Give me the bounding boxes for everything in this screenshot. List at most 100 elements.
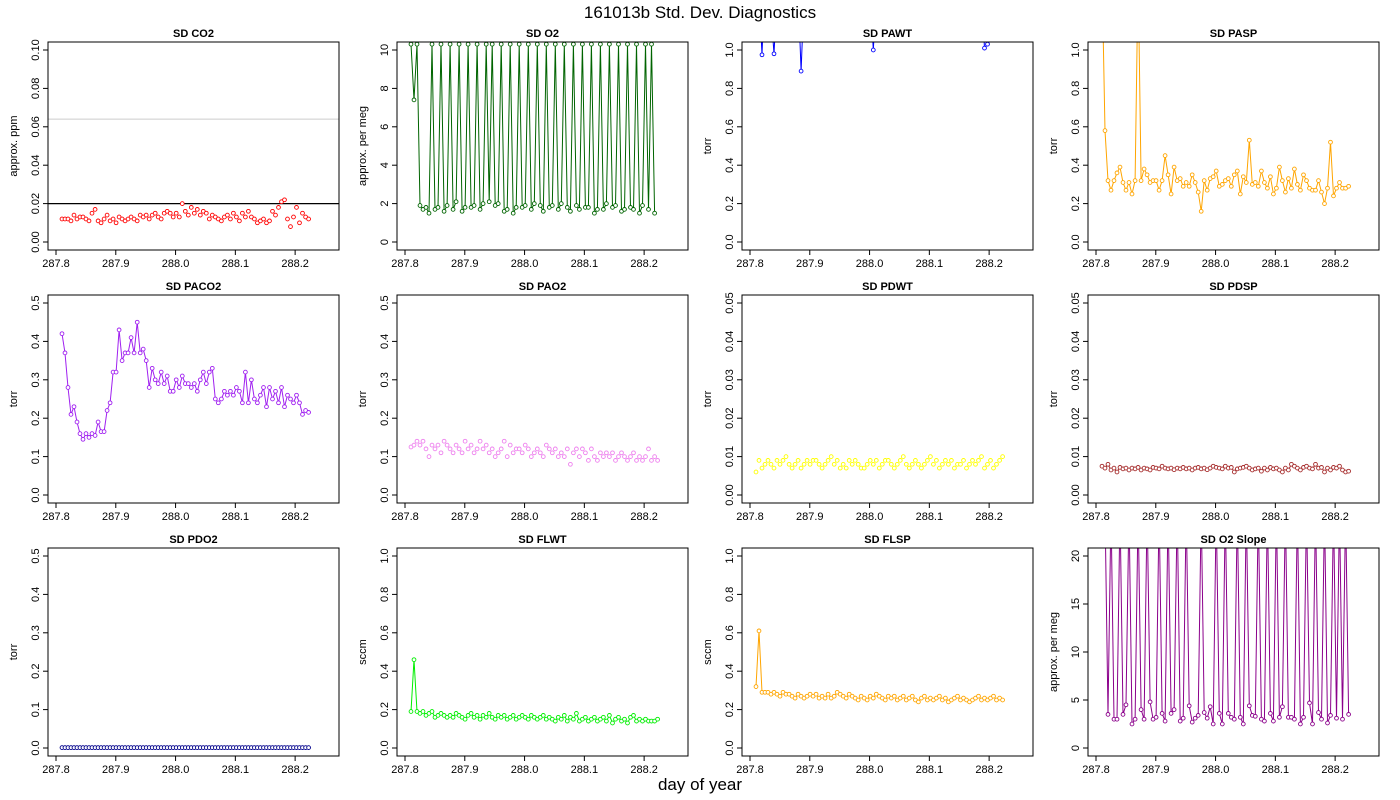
data-point (273, 212, 278, 218)
data-point (1296, 506, 1300, 510)
y-tick-label: 0.8 (379, 587, 391, 602)
panel-title: SD O2 (526, 28, 559, 40)
chart-panel-12: SD O2 Slope approx. per meg 287.8 287.9 288.… (1048, 506, 1380, 776)
data-point (1108, 187, 1114, 193)
data-point (1135, 465, 1141, 470)
data-point (1295, 182, 1300, 187)
data-point (525, 716, 531, 722)
data-point (128, 335, 134, 340)
data-point (134, 319, 140, 325)
y-tick-label: 0.1 (30, 702, 42, 717)
x-tick-label: 287.9 (102, 511, 130, 523)
data-point (101, 216, 107, 222)
data-point (528, 207, 534, 212)
data-point (1228, 465, 1234, 470)
data-point (1284, 506, 1288, 510)
data-point (237, 388, 242, 394)
data-point (1313, 187, 1318, 193)
data-point (991, 693, 996, 699)
data-point (922, 461, 927, 467)
data-point (1255, 183, 1261, 189)
data-point (625, 720, 630, 726)
data-point (240, 400, 245, 406)
data-point (1153, 714, 1159, 720)
data-point (580, 446, 585, 452)
data-point (1277, 164, 1282, 170)
data-point (152, 210, 158, 216)
data-point (411, 657, 417, 663)
data-point (1201, 178, 1207, 183)
plot-area (753, 628, 1005, 705)
data-point (574, 711, 579, 716)
plot-frame (1087, 41, 1380, 251)
x-tick-label: 288.2 (1321, 258, 1349, 270)
y-axis-label: torr (8, 390, 20, 407)
series-line (410, 659, 658, 724)
data-point (531, 450, 537, 456)
data-point (285, 392, 290, 398)
y-tick-label: 0.3 (379, 372, 391, 387)
data-point (495, 450, 501, 456)
data-point (1344, 506, 1348, 510)
data-point (607, 454, 612, 459)
data-point (447, 42, 453, 47)
data-point (528, 454, 534, 459)
data-point (1277, 714, 1282, 720)
y-tick-label: 0.00 (1070, 484, 1082, 505)
data-point (646, 207, 651, 212)
y-tick-label: 0.2 (30, 411, 42, 426)
data-point (1334, 185, 1339, 191)
data-point (152, 377, 158, 383)
x-tick-label: 288.2 (975, 511, 1003, 523)
data-point (1157, 506, 1161, 510)
data-point (1237, 714, 1243, 720)
data-point (768, 461, 774, 467)
data-point (574, 446, 579, 452)
data-point (577, 207, 582, 212)
y-tick-label: 10 (1070, 646, 1082, 658)
data-point (1234, 168, 1240, 174)
data-point (909, 693, 915, 699)
data-point (979, 454, 984, 459)
y-tick-label: 0.10 (30, 39, 42, 60)
chart-panel-7: SD PDWT torr 287.8 287.9 288.0 288.1 288.2 0.00… (702, 281, 1034, 523)
data-point (769, 10, 773, 14)
data-point (540, 208, 546, 214)
data-point (492, 454, 498, 459)
data-point (822, 461, 828, 467)
data-point (116, 327, 122, 333)
x-tick-label: 288.1 (222, 511, 250, 523)
data-point (780, 458, 786, 463)
data-point (414, 42, 420, 47)
data-point (234, 385, 239, 390)
data-point (489, 42, 495, 47)
data-point (985, 461, 990, 467)
data-point (300, 412, 305, 417)
data-point (89, 210, 95, 216)
data-point (564, 446, 570, 452)
data-point (95, 419, 101, 425)
data-point (459, 208, 465, 214)
data-point (822, 695, 828, 701)
x-tick-label: 288.1 (222, 258, 250, 270)
data-point (792, 461, 798, 467)
data-point (468, 711, 474, 716)
data-point (903, 461, 909, 467)
data-point (519, 450, 525, 456)
data-point (637, 454, 642, 459)
data-point (420, 438, 426, 444)
data-point (1283, 189, 1288, 195)
data-point (1156, 466, 1162, 472)
data-point (1165, 172, 1171, 178)
data-point (149, 365, 155, 371)
data-point (655, 458, 660, 463)
data-point (1105, 461, 1111, 467)
y-tick-label: 0.5 (379, 295, 391, 310)
data-point (1186, 703, 1192, 709)
plot-frame (741, 41, 1034, 251)
data-point (444, 203, 450, 208)
data-point (540, 713, 546, 718)
data-point (408, 42, 414, 47)
y-tick-label: 8 (379, 85, 391, 91)
data-point (228, 388, 233, 394)
